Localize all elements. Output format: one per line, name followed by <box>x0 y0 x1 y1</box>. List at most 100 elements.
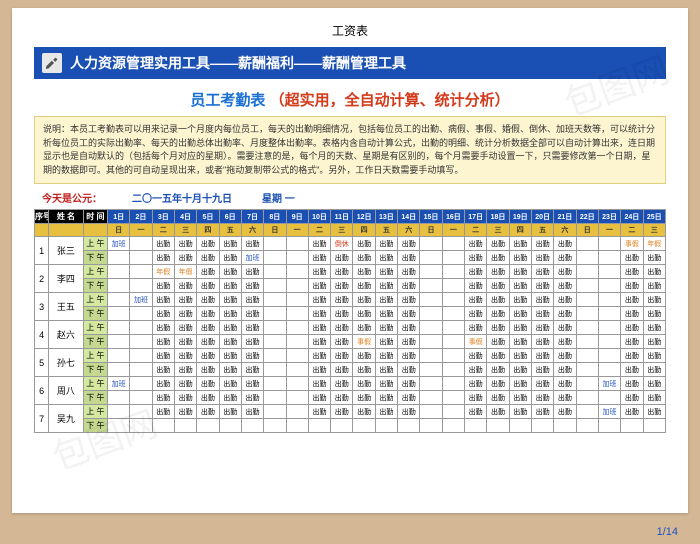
col-weekday: 一 <box>442 224 464 237</box>
col-weekday: 三 <box>643 224 665 237</box>
attend-cell <box>264 321 286 335</box>
attend-cell <box>108 293 130 307</box>
attend-cell: 出勤 <box>398 349 420 363</box>
col-day: 16日 <box>442 210 464 224</box>
attend-cell: 出勤 <box>398 321 420 335</box>
attend-cell: 出勤 <box>353 279 375 293</box>
name-cell: 张三 <box>49 237 83 265</box>
attend-cell: 出勤 <box>308 321 330 335</box>
attend-cell: 出勤 <box>398 265 420 279</box>
attend-cell <box>420 405 442 419</box>
attend-cell: 出勤 <box>353 363 375 377</box>
period-am: 上 午 <box>83 237 107 251</box>
attend-cell: 出勤 <box>174 349 196 363</box>
attend-cell: 出勤 <box>197 391 219 405</box>
attend-cell <box>598 391 620 405</box>
subtitle: 员工考勤表 （超实用，全自动计算、统计分析） <box>34 79 666 116</box>
col-weekday: 二 <box>621 224 643 237</box>
col-day: 11日 <box>331 210 353 224</box>
attend-cell: 出勤 <box>331 363 353 377</box>
attend-cell <box>442 349 464 363</box>
attend-cell <box>264 251 286 265</box>
attend-cell: 出勤 <box>554 363 576 377</box>
attend-cell: 出勤 <box>197 321 219 335</box>
attend-cell <box>264 377 286 391</box>
attend-cell: 加班 <box>598 405 620 419</box>
attend-cell <box>420 237 442 251</box>
col-day: 5日 <box>197 210 219 224</box>
attend-cell: 出勤 <box>487 251 509 265</box>
col-day: 6日 <box>219 210 241 224</box>
attend-cell: 出勤 <box>465 265 487 279</box>
attend-cell <box>442 391 464 405</box>
attend-cell <box>621 419 643 433</box>
attend-cell: 出勤 <box>621 321 643 335</box>
attend-cell <box>264 335 286 349</box>
attend-cell <box>420 349 442 363</box>
col-weekday: 二 <box>308 224 330 237</box>
attend-cell: 出勤 <box>621 307 643 321</box>
attend-cell: 出勤 <box>219 293 241 307</box>
attend-cell <box>420 335 442 349</box>
col-day: 18日 <box>487 210 509 224</box>
attend-cell: 出勤 <box>152 349 174 363</box>
attend-cell: 出勤 <box>509 391 531 405</box>
col-weekday: 五 <box>375 224 397 237</box>
attend-cell <box>130 321 152 335</box>
table-row: 下 午出勤出勤出勤出勤出勤出勤出勤事假出勤出勤事假出勤出勤出勤出勤出勤出勤 <box>35 335 666 349</box>
attend-cell: 出勤 <box>398 237 420 251</box>
attend-cell: 出勤 <box>643 251 665 265</box>
attend-cell <box>420 251 442 265</box>
attend-cell: 出勤 <box>375 363 397 377</box>
attend-cell <box>286 321 308 335</box>
attend-cell: 出勤 <box>375 251 397 265</box>
attend-cell: 出勤 <box>531 307 553 321</box>
attend-cell <box>576 251 598 265</box>
col-weekday: 二 <box>152 224 174 237</box>
attend-cell: 出勤 <box>398 363 420 377</box>
attend-cell: 出勤 <box>197 335 219 349</box>
attend-cell <box>598 307 620 321</box>
attend-cell: 出勤 <box>308 237 330 251</box>
attend-cell <box>264 349 286 363</box>
attend-cell <box>554 419 576 433</box>
attend-cell: 出勤 <box>465 391 487 405</box>
table-row: 2李四上 午年假年假出勤出勤出勤出勤出勤出勤出勤出勤出勤出勤出勤出勤出勤出勤出勤 <box>35 265 666 279</box>
col-day: 10日 <box>308 210 330 224</box>
attend-cell: 出勤 <box>487 363 509 377</box>
attend-cell <box>576 377 598 391</box>
attend-cell <box>241 419 263 433</box>
attend-cell: 出勤 <box>219 265 241 279</box>
table-row: 下 午出勤出勤出勤出勤出勤出勤出勤出勤出勤出勤出勤出勤出勤出勤出勤出勤出勤 <box>35 363 666 377</box>
attend-cell <box>286 335 308 349</box>
attend-cell: 出勤 <box>308 307 330 321</box>
attend-cell: 出勤 <box>174 251 196 265</box>
attend-cell: 出勤 <box>308 349 330 363</box>
attend-cell: 出勤 <box>219 335 241 349</box>
attend-cell: 出勤 <box>241 363 263 377</box>
table-row: 1张三上 午加班出勤出勤出勤出勤出勤出勤倒休出勤出勤出勤出勤出勤出勤出勤出勤事假… <box>35 237 666 251</box>
col-weekday: 三 <box>487 224 509 237</box>
table-row: 5孙七上 午出勤出勤出勤出勤出勤出勤出勤出勤出勤出勤出勤出勤出勤出勤出勤出勤出勤 <box>35 349 666 363</box>
attend-cell: 出勤 <box>375 335 397 349</box>
attend-cell <box>264 363 286 377</box>
idx-cell: 7 <box>35 405 49 433</box>
attend-cell <box>286 349 308 363</box>
attend-cell: 出勤 <box>375 293 397 307</box>
attend-cell <box>576 279 598 293</box>
attend-cell <box>598 335 620 349</box>
attend-cell <box>108 391 130 405</box>
attend-cell: 出勤 <box>353 349 375 363</box>
attend-cell: 出勤 <box>554 237 576 251</box>
attend-cell: 出勤 <box>643 405 665 419</box>
attend-cell: 出勤 <box>174 377 196 391</box>
attend-cell <box>108 419 130 433</box>
attend-cell <box>108 321 130 335</box>
attend-cell: 出勤 <box>509 377 531 391</box>
col-day: 7日 <box>241 210 263 224</box>
attend-cell <box>598 293 620 307</box>
attend-cell: 出勤 <box>509 279 531 293</box>
attend-cell <box>108 335 130 349</box>
attend-cell: 出勤 <box>509 349 531 363</box>
attend-cell: 出勤 <box>621 363 643 377</box>
